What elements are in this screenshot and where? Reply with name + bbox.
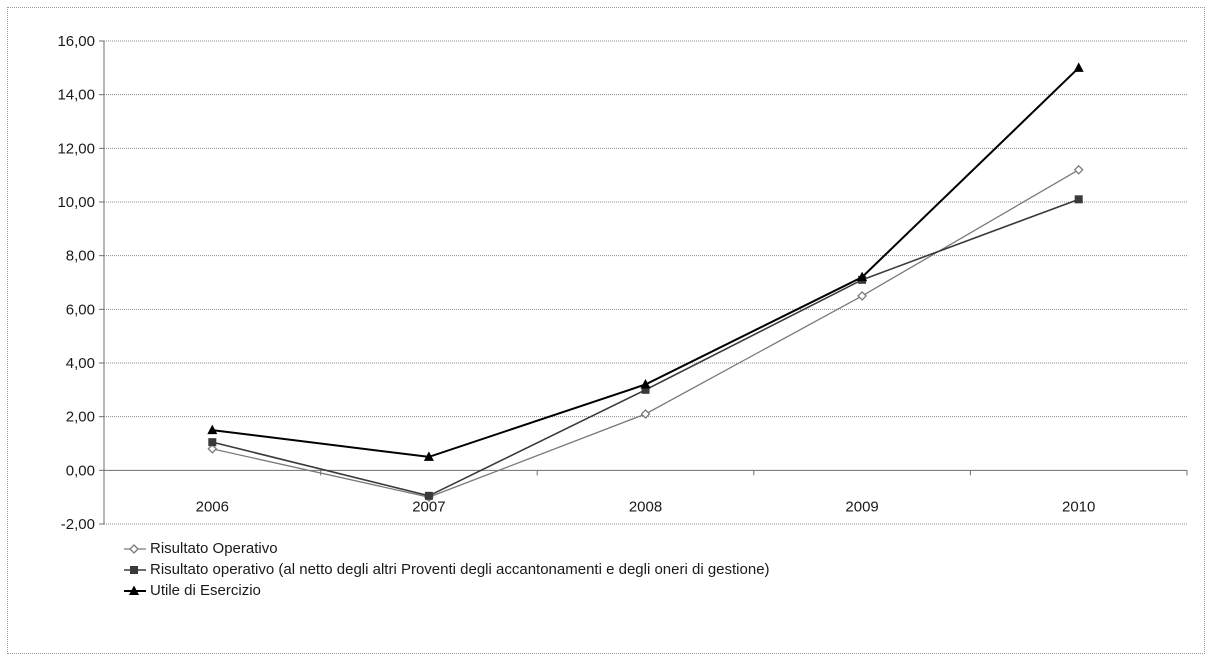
x-tick-label: 2006 (196, 498, 229, 515)
x-tick-label: 2007 (412, 498, 445, 515)
legend-item: Risultato operativo (al netto degli altr… (122, 559, 770, 580)
y-tick-label: 10,00 (57, 194, 95, 211)
data-point (424, 491, 433, 500)
legend-swatch (124, 585, 146, 595)
legend-label: Risultato operativo (al netto degli altr… (150, 561, 770, 578)
x-tick-label: 2010 (1062, 498, 1095, 515)
legend-item: Utile di Esercizio (122, 580, 770, 601)
series-line (212, 169, 1080, 498)
legend: Risultato Operativo Risultato operativo (… (122, 538, 770, 601)
data-point (423, 451, 434, 461)
data-point (207, 424, 218, 435)
y-tick-label: 2,00 (66, 409, 95, 426)
chart-frame (7, 7, 1205, 654)
x-tick-label: 2008 (629, 498, 662, 515)
legend-swatch (124, 565, 146, 574)
y-tick-labels: -2,00 0,00 2,00 4,00 6,00 8,00 10,00 12,00 14,00… (57, 33, 95, 533)
axes (99, 40, 1188, 525)
data-point (208, 438, 217, 447)
x-tick-label: 2009 (845, 498, 878, 515)
data-point (640, 378, 651, 389)
x-tick-labels: 2006 2007 2008 2009 2010 (196, 498, 1096, 515)
series-2 (208, 195, 1083, 500)
legend-swatch-marker (129, 585, 139, 595)
legend-swatch-marker (130, 565, 138, 574)
y-tick-label: 8,00 (66, 248, 95, 265)
data-point (641, 385, 650, 394)
series-line (212, 67, 1080, 458)
series-line (212, 198, 1079, 497)
data-point (207, 443, 218, 454)
y-tick-label: 14,00 (57, 87, 95, 104)
legend-label: Risultato Operativo (150, 540, 278, 557)
y-tick-label: 12,00 (57, 140, 95, 157)
legend-swatch-marker (129, 543, 139, 554)
legend-item: Risultato Operativo (122, 538, 770, 559)
data-point (857, 290, 868, 301)
series-1 (207, 164, 1084, 503)
data-point (1073, 62, 1084, 72)
series-lines (207, 62, 1084, 503)
y-tick-label: 4,00 (66, 355, 95, 372)
y-tick-label: 16,00 (57, 33, 95, 50)
y-tick-label: 6,00 (66, 301, 95, 318)
data-point (857, 271, 868, 282)
data-point (1074, 195, 1083, 204)
legend-swatch (124, 543, 146, 554)
gridlines (104, 40, 1187, 525)
y-tick-label: 0,00 (66, 462, 95, 479)
series-3 (207, 62, 1084, 461)
data-point (1073, 164, 1084, 175)
legend-label: Utile di Esercizio (150, 582, 261, 599)
y-tick-label: -2,00 (61, 516, 95, 533)
data-point (640, 409, 651, 419)
